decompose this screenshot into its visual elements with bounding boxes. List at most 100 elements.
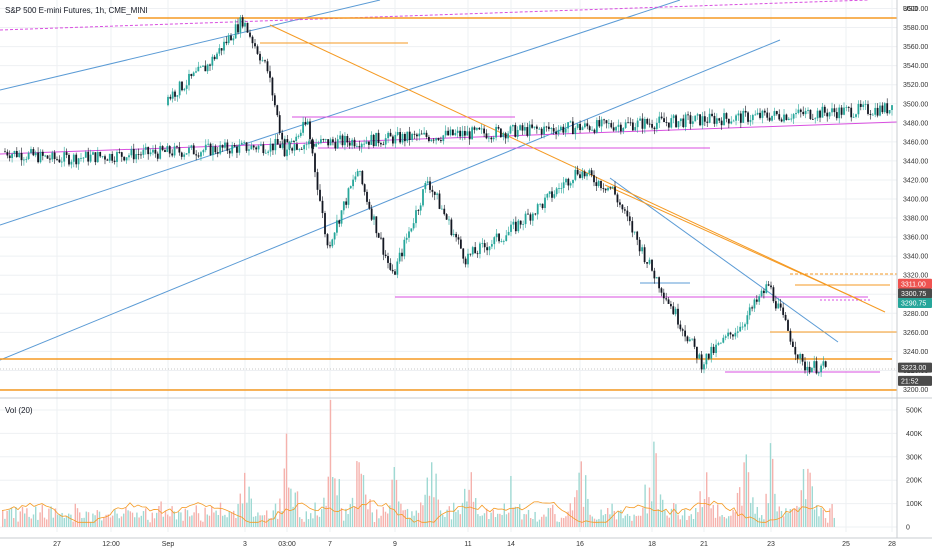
candle-body [658,277,660,289]
candle-body [96,151,99,163]
candle-body [783,114,785,122]
candle-body [13,151,16,154]
volume-bar [710,508,712,527]
candle-body [736,331,739,333]
candle-body [257,145,260,150]
candle-body [775,111,778,115]
candle-body [824,361,827,367]
candle-body [598,120,601,127]
volume-bar [725,518,728,527]
volume-bar [741,505,743,527]
trendline-orange-descending-2[interactable] [604,184,861,301]
candle-body [791,341,794,347]
candle-body [576,169,579,175]
candle-body [591,129,593,131]
volume-bar [767,503,769,527]
candle-body [789,330,792,342]
price-tick-label: 3540.00 [903,63,928,70]
candle-body [703,116,706,122]
candle-body [4,151,6,153]
volume-bar [230,512,233,527]
candlestick-series[interactable] [4,14,893,377]
candle-body [396,261,399,275]
volume-bar [668,517,670,527]
volume-bar [404,509,406,527]
volume-bar [116,513,118,527]
volume-bar [785,508,787,527]
candle-body [197,66,200,72]
candle-body [360,143,363,148]
trendline-layer[interactable] [0,0,898,391]
candle-body [387,132,390,139]
trendline-channel-upper[interactable] [0,0,381,91]
volume-bar [805,499,807,527]
volume-bar [266,510,268,527]
candle-body [638,239,641,252]
candle-body [264,152,267,154]
price-badge [898,375,932,386]
time-tick-label: 16 [576,541,584,548]
candle-body [524,213,527,225]
candle-body [826,112,829,117]
candle-body [602,188,605,189]
candle-body [209,64,211,66]
candle-body [211,56,214,66]
candle-body [507,133,509,139]
candle-body [244,22,246,27]
volume-bar [569,503,571,527]
candle-body [348,142,351,146]
candle-body [495,126,497,138]
candle-body [240,142,243,145]
candle-body [760,290,763,297]
volume-bar [521,519,523,527]
candle-body [245,142,248,151]
candle-body [358,146,361,148]
candle-body [68,154,70,165]
candle-body [331,239,334,247]
volume-bar [206,514,208,527]
volume-bar [395,479,398,527]
candle-body [627,122,629,124]
candle-body [820,365,822,373]
candle-body [519,125,521,130]
candle-body [586,173,588,177]
trendline-magenta-long[interactable] [0,121,898,155]
candle-body [339,135,342,140]
volume-bar [818,516,820,527]
volume-bar [371,512,373,527]
price-tick-label: 3200.00 [903,387,928,394]
volume-bar [442,514,444,527]
trendline-channel-lower[interactable] [0,39,781,361]
candle-body [176,95,179,97]
candle-body [828,112,831,117]
volume-bar [679,519,681,527]
trendline-channel-mid[interactable] [0,0,681,226]
candle-body [216,53,218,60]
volume-bar [299,517,301,527]
volume-bar [747,472,750,527]
volume-bar [413,515,415,527]
candle-body [199,66,202,68]
volume-bar [692,518,695,527]
trendline-descending-blue[interactable] [609,177,839,343]
candle-body [751,307,753,309]
candle-body [401,133,404,143]
volume-bar [305,511,307,527]
candle-body [595,182,598,186]
candle-body [332,139,334,143]
volume-bar [505,514,508,527]
candle-body [104,156,106,160]
candle-body [174,91,176,97]
candle-body [498,233,500,242]
volume-bar [142,511,145,527]
candle-body [461,130,464,137]
candle-body [251,36,254,44]
volume-bar [510,475,512,527]
volume-bar [497,513,499,527]
candle-body [614,186,616,195]
candle-body [490,244,493,247]
candle-body [39,151,42,163]
volume-bar [19,511,21,527]
volume-bar [635,516,637,527]
candle-body [329,139,332,146]
